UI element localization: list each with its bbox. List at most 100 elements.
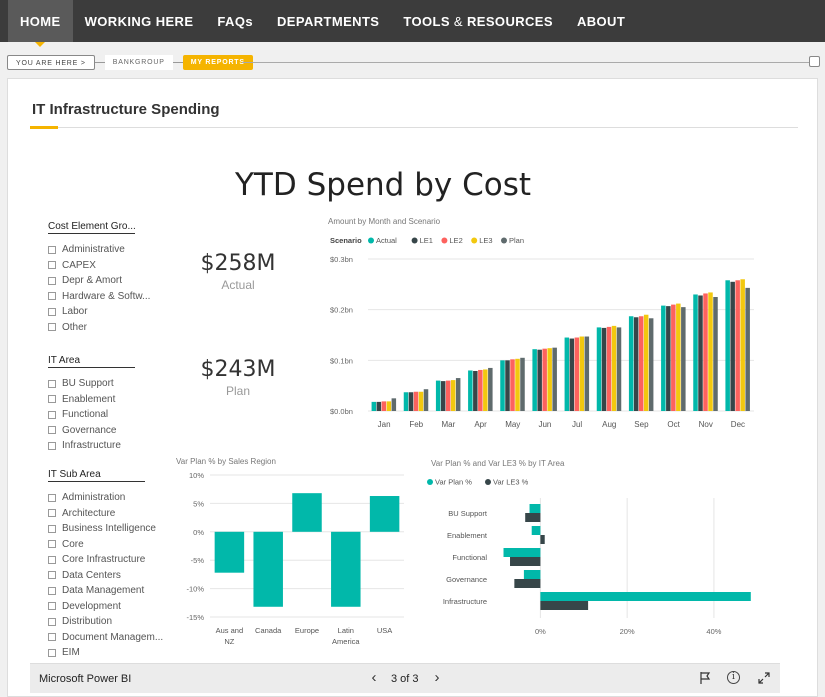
bar-actual-apr <box>468 370 473 411</box>
bar-le2-nov <box>703 293 708 411</box>
checkbox[interactable] <box>48 261 56 270</box>
bar-plan-jan <box>391 398 397 411</box>
slicer-items: Administrative CAPEX Depr & Amort Hardware … <box>48 242 150 337</box>
bar-infrastructure-1 <box>540 601 589 610</box>
slicer-item[interactable]: Administrative <box>48 242 150 258</box>
slicer-item-label: Core <box>62 538 84 550</box>
bar-actual-aug <box>596 327 602 411</box>
checkbox[interactable] <box>48 648 56 657</box>
nav-tools-resources[interactable]: TOOLS & RESOURCES <box>391 0 565 42</box>
breadcrumb-end-toggle[interactable] <box>809 56 820 67</box>
prev-page-button[interactable]: ‹ <box>371 669 377 686</box>
slicer-item-label: Architecture <box>62 507 116 519</box>
breadcrumb-rule <box>242 62 810 63</box>
slicer-item-label: Administrative <box>62 244 125 256</box>
checkbox[interactable] <box>48 540 56 549</box>
x-tick-label: Jul <box>572 420 582 429</box>
checkbox[interactable] <box>48 571 56 580</box>
legend-label: Var LE3 % <box>493 478 529 487</box>
y-tick-label: Functional <box>452 553 487 562</box>
slicer-item[interactable]: Data Centers <box>48 568 163 584</box>
slicer-item[interactable]: Core <box>48 537 163 553</box>
slicer-item[interactable]: Shared Services <box>48 335 150 337</box>
checkbox[interactable] <box>48 524 56 533</box>
bar-le1-mar <box>440 381 446 411</box>
bar-actual-dec <box>725 280 730 411</box>
slicer-item[interactable]: Functional <box>48 407 135 423</box>
page-indicator: 3 of 3 <box>391 673 419 685</box>
checkbox[interactable] <box>48 441 56 450</box>
slicer-item[interactable]: BU Support <box>48 376 135 392</box>
checkbox[interactable] <box>48 323 56 332</box>
slicer-item[interactable]: Labor <box>48 304 150 320</box>
legend-marker <box>485 479 491 485</box>
slicer-item[interactable]: Distribution <box>48 614 163 630</box>
checkbox[interactable] <box>48 617 56 626</box>
nav-faqs[interactable]: FAQs <box>217 13 253 29</box>
slicer-item[interactable]: EIM <box>48 645 163 661</box>
slicer-item[interactable]: Administration <box>48 490 163 506</box>
x-tick-label: Dec <box>731 420 745 429</box>
checkbox[interactable] <box>48 426 56 435</box>
x-tick-label: Jun <box>538 420 551 429</box>
report-card: IT Infrastructure Spending YTD Spend by … <box>7 78 818 697</box>
checkbox[interactable] <box>48 493 56 502</box>
breadcrumb-my-reports[interactable]: MY REPORTS <box>182 55 253 70</box>
bar-le3-dec <box>740 279 745 411</box>
fullscreen-icon[interactable] <box>757 671 771 685</box>
checkbox[interactable] <box>48 633 56 642</box>
slicer-item[interactable]: Enablement <box>48 392 135 408</box>
info-icon[interactable]: i <box>727 671 740 684</box>
slicer-item[interactable]: Infrastructure <box>48 438 135 454</box>
heading-accent <box>30 126 58 129</box>
slicer-item[interactable]: Depr & Amort <box>48 273 150 289</box>
checkbox[interactable] <box>48 307 56 316</box>
bar-le2-oct <box>671 304 676 411</box>
y-tick-label: $0.0bn <box>330 407 353 416</box>
nav-home[interactable]: HOME <box>8 0 73 47</box>
checkbox[interactable] <box>48 586 56 595</box>
checkbox[interactable] <box>48 395 56 404</box>
bar-le1-apr <box>473 370 478 411</box>
checkbox[interactable] <box>48 410 56 419</box>
slicer-item[interactable]: Development <box>48 599 163 615</box>
checkbox[interactable] <box>48 276 56 285</box>
slicer-item[interactable]: Architecture <box>48 506 163 522</box>
slicer-item[interactable]: Governance <box>48 423 135 439</box>
breadcrumb-bankgroup[interactable]: BANKGROUP <box>104 55 173 70</box>
slicer-item[interactable]: Document Managem... <box>48 630 163 646</box>
bar-le3-may <box>515 358 520 411</box>
checkbox[interactable] <box>48 245 56 254</box>
bar-le3-aug <box>611 325 617 411</box>
slicer-item[interactable]: Other <box>48 320 150 336</box>
nav-about[interactable]: ABOUT <box>576 13 626 29</box>
kpi-actual-card: $258M Actual <box>183 251 293 292</box>
checkbox[interactable] <box>48 292 56 301</box>
checkbox[interactable] <box>48 509 56 518</box>
x-tick-label: 20% <box>620 627 635 636</box>
slicer-item[interactable]: Business Intelligence <box>48 521 163 537</box>
x-tick-label: Nov <box>699 420 713 429</box>
kpi-plan-card: $243M Plan <box>183 357 293 398</box>
y-tick-label: 5% <box>193 499 204 508</box>
chart-title: Amount by Month and Scenario <box>328 217 441 226</box>
next-page-button[interactable]: › <box>434 669 440 686</box>
flag-icon[interactable] <box>698 671 712 685</box>
bar-actual-jul <box>564 337 570 411</box>
slicer-item[interactable]: Hardware & Softw... <box>48 289 150 305</box>
slicer-item-label: Core Infrastructure <box>62 554 146 566</box>
checkbox[interactable] <box>48 602 56 611</box>
chart-title: Var Plan % and Var LE3 % by IT Area <box>431 459 565 468</box>
y-tick-label: -5% <box>191 556 205 565</box>
breadcrumb-connector <box>172 62 183 63</box>
nav-departments[interactable]: DEPARTMENTS <box>276 13 380 29</box>
checkbox[interactable] <box>48 379 56 388</box>
bar-le2-aug <box>606 326 612 411</box>
slicer-item[interactable]: Core Infrastructure <box>48 552 163 568</box>
checkbox[interactable] <box>48 555 56 564</box>
slicer-item-label: BU Support <box>62 378 114 390</box>
bar-le3-jun <box>547 348 552 411</box>
nav-working-here[interactable]: WORKING HERE <box>84 13 194 29</box>
slicer-item[interactable]: CAPEX <box>48 258 150 274</box>
slicer-item[interactable]: Data Management <box>48 583 163 599</box>
